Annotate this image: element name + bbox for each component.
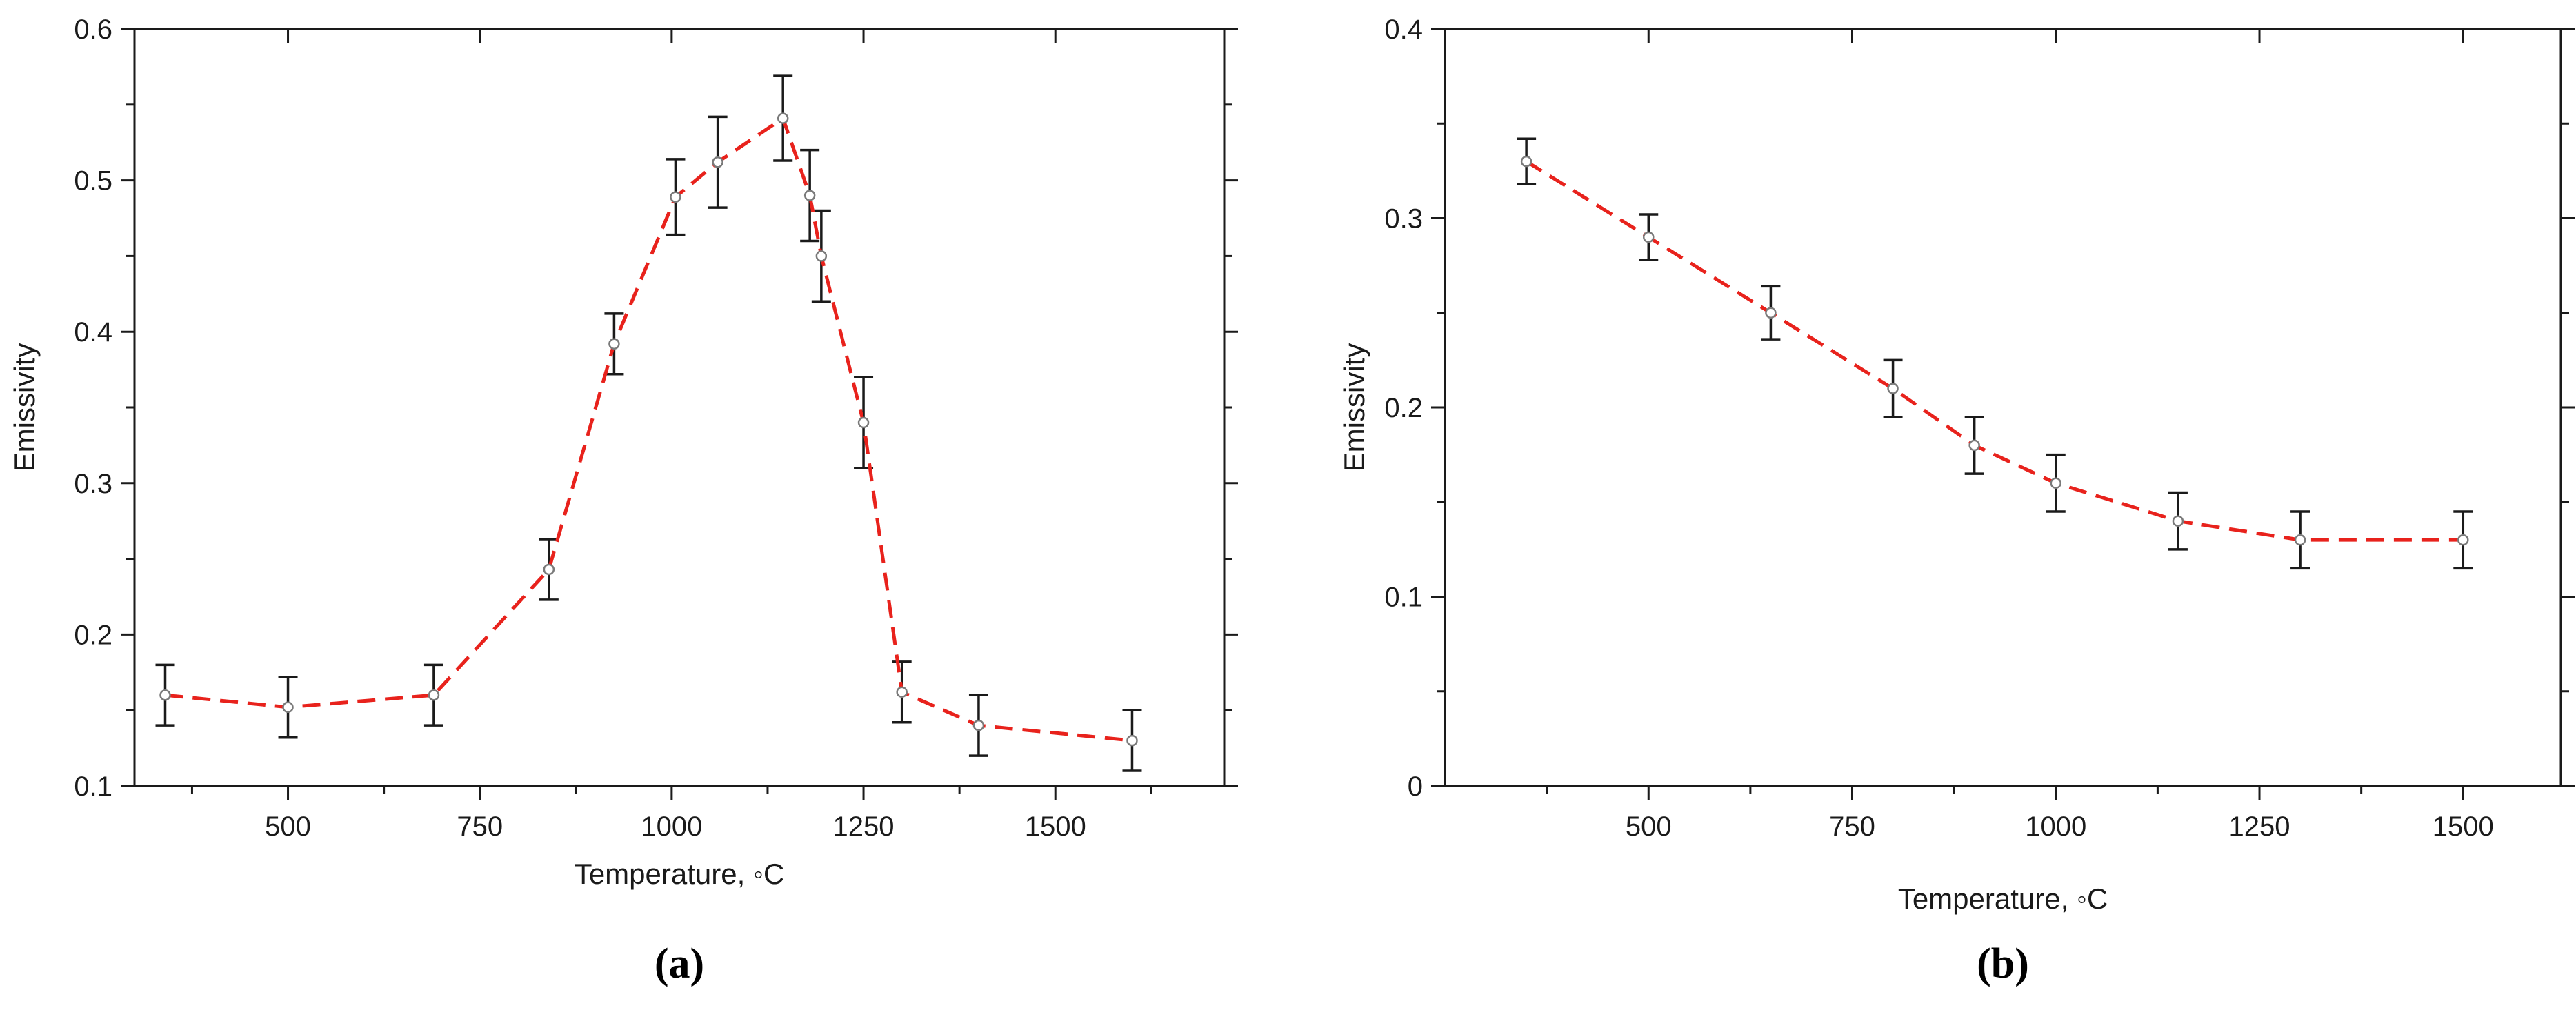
y-tick-label: 0.4: [74, 317, 112, 347]
data-point: [815, 250, 828, 262]
plot-frame-b: [1444, 28, 2562, 787]
data-point: [896, 686, 908, 698]
data-point: [608, 338, 620, 350]
ticks-b: [1431, 28, 2575, 800]
data-point: [1765, 307, 1777, 319]
data-point: [1887, 383, 1899, 394]
x-tick-label: 1250: [2229, 811, 2290, 842]
x-tick-label: 1500: [1025, 811, 1086, 842]
series-line-b: [1525, 160, 2464, 542]
error-bars-a: [155, 74, 1142, 772]
x-axis-label-a: Temperature, ◦C: [575, 858, 784, 890]
data-point: [159, 689, 171, 701]
data-point: [2294, 534, 2306, 546]
y-tick-label: 0.1: [74, 771, 112, 802]
data-point: [2457, 534, 2469, 546]
tick-labels-b: 500 750 1000 1250 1500 0 0.1 0.2 0.3 0.4: [1384, 14, 2493, 842]
data-point: [1520, 155, 1532, 168]
chart-panel-a: 500 750 1000 1250 1500 0.1 0.2 0.3 0.4 0.5 0.6 Tem…: [8, 14, 1238, 987]
x-tick-label: 1500: [2433, 811, 2494, 842]
y-tick-label: 0.6: [74, 14, 112, 45]
y-tick-label: 0: [1408, 771, 1423, 802]
y-tick-label: 0.4: [1384, 14, 1423, 45]
data-point: [972, 719, 985, 731]
data-point: [1643, 231, 1655, 243]
x-tick-label: 1000: [2025, 811, 2086, 842]
data-point: [670, 191, 681, 203]
y-tick-label: 0.1: [1384, 583, 1423, 613]
data-point: [282, 701, 294, 714]
x-tick-label: 500: [1626, 811, 1672, 842]
data-point: [712, 156, 723, 168]
series-line-a: [165, 115, 1132, 743]
y-tick-label: 0.5: [74, 166, 112, 196]
x-tick-label: 500: [265, 811, 311, 842]
data-point: [2050, 477, 2062, 489]
y-tick-label: 0.2: [1384, 393, 1423, 423]
x-tick-label: 1000: [641, 811, 702, 842]
data-point: [1968, 439, 1980, 452]
data-point: [428, 689, 440, 701]
y-axis-label-b: Emissivity: [1338, 343, 1370, 472]
x-tick-label: 750: [1829, 811, 1875, 842]
ticks-a: [121, 28, 1238, 800]
data-points-a: [159, 112, 1138, 747]
panel-label-b: (b): [1977, 940, 2029, 987]
y-tick-label: 0.3: [74, 469, 112, 499]
tick-labels-a: 500 750 1000 1250 1500 0.1 0.2 0.3 0.4 0.5 0.6: [74, 14, 1086, 842]
x-tick-label: 1250: [833, 811, 895, 842]
data-point: [803, 190, 816, 201]
x-tick-label: 750: [457, 811, 503, 842]
y-tick-label: 0.3: [1384, 204, 1423, 234]
x-axis-label-b: Temperature, ◦C: [1898, 882, 2108, 915]
data-point: [1126, 734, 1138, 747]
data-point: [777, 112, 789, 124]
data-point: [543, 563, 555, 576]
y-tick-label: 0.2: [74, 620, 112, 650]
data-points-b: [1520, 155, 2469, 546]
data-point: [2172, 515, 2184, 527]
plot-frame-a: [133, 28, 1226, 787]
error-bars-b: [1517, 137, 2473, 570]
data-point: [857, 416, 870, 429]
y-axis-label-a: Emissivity: [8, 343, 41, 472]
panel-label-a: (a): [655, 940, 704, 987]
chart-panel-b: 500 750 1000 1250 1500 0 0.1 0.2 0.3 0.4 Temperat…: [1338, 14, 2575, 987]
